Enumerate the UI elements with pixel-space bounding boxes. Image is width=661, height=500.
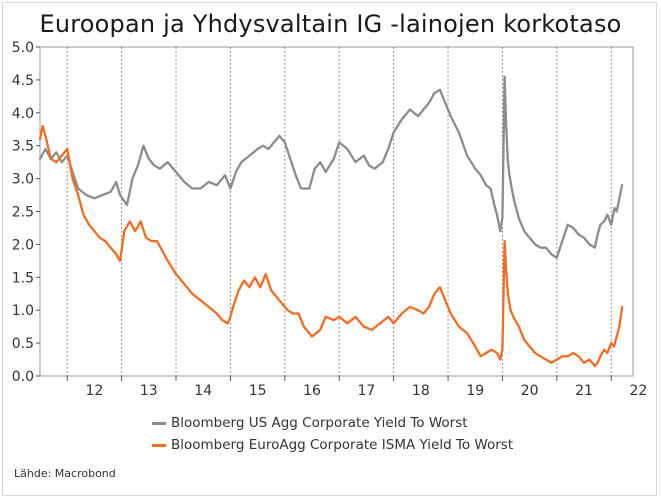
legend-swatch-euro bbox=[152, 444, 166, 447]
chart-legend: Bloomberg US Agg Corporate Yield To Wors… bbox=[152, 412, 513, 456]
legend-swatch-us bbox=[152, 422, 166, 425]
y-tick-label: 3.5 bbox=[12, 139, 34, 155]
x-tick-label: 14 bbox=[194, 383, 212, 399]
series-line-us-agg bbox=[40, 77, 622, 258]
plot-area-border bbox=[40, 47, 633, 376]
y-tick-label: 5.0 bbox=[12, 40, 34, 56]
legend-item-euro: Bloomberg EuroAgg Corporate ISMA Yield T… bbox=[152, 434, 513, 456]
legend-label-euro: Bloomberg EuroAgg Corporate ISMA Yield T… bbox=[171, 437, 513, 453]
x-tick-label: 18 bbox=[412, 383, 430, 399]
legend-label-us: Bloomberg US Agg Corporate Yield To Wors… bbox=[171, 415, 468, 431]
y-tick-label: 4.5 bbox=[12, 73, 34, 89]
y-tick-label: 2.5 bbox=[12, 205, 34, 221]
x-tick-label: 20 bbox=[521, 383, 539, 399]
x-tick-label: 12 bbox=[85, 383, 103, 399]
x-tick-label: 19 bbox=[466, 383, 484, 399]
x-tick-label: 17 bbox=[358, 383, 376, 399]
legend-item-us: Bloomberg US Agg Corporate Yield To Wors… bbox=[152, 412, 513, 434]
y-tick-label: 4.0 bbox=[12, 106, 34, 122]
y-tick-label: 1.5 bbox=[12, 270, 34, 286]
y-tick-label: 0.0 bbox=[12, 369, 34, 385]
x-tick-label: 13 bbox=[140, 383, 158, 399]
line-chart: 12 13 14 15 16 17 18 19 20 21 22 0.0 0.5 1.0 1.5 2.0 2.5… bbox=[0, 0, 661, 410]
x-tick-label: 22 bbox=[630, 383, 648, 399]
y-tick-label: 3.0 bbox=[12, 172, 34, 188]
x-tick-label: 15 bbox=[249, 383, 267, 399]
source-note: Lähde: Macrobond bbox=[14, 467, 116, 480]
y-tick-label: 2.0 bbox=[12, 237, 34, 253]
y-tick-label: 0.5 bbox=[12, 336, 34, 352]
y-tick-label: 1.0 bbox=[12, 303, 34, 319]
x-tick-label: 16 bbox=[303, 383, 321, 399]
x-tick-label: 21 bbox=[575, 383, 593, 399]
